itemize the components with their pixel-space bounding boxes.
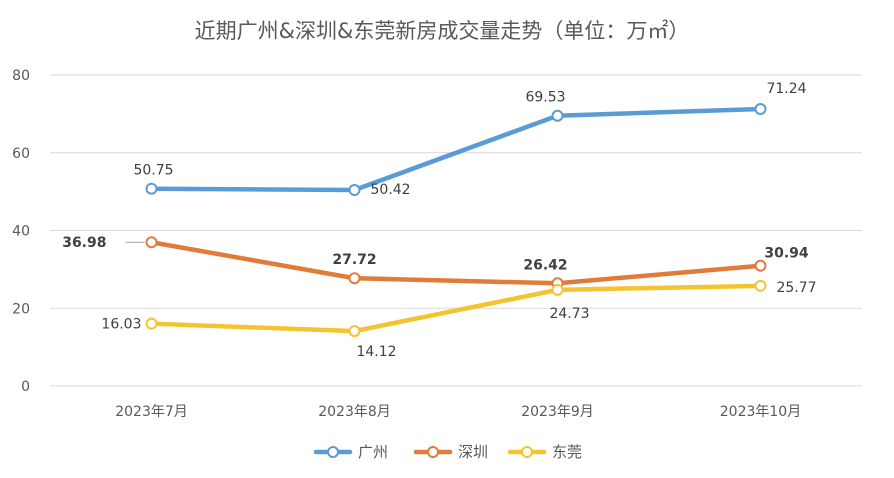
x-tick-label: 2023年8月 <box>318 404 391 420</box>
legend: 广州 深圳 东莞 <box>313 443 582 461</box>
x-tick-label: 2023年7月 <box>115 404 188 420</box>
legend-marker <box>327 446 339 458</box>
x-axis-ticks: 2023年7月 2023年8月 2023年9月 2023年10月 <box>115 404 801 420</box>
data-label: 71.24 <box>766 81 806 97</box>
y-tick-label: 60 <box>12 146 30 162</box>
data-point <box>145 182 158 195</box>
data-label: 25.77 <box>776 280 816 296</box>
data-label: 50.75 <box>133 163 173 179</box>
y-tick-label: 80 <box>12 68 30 84</box>
y-tick-label: 40 <box>12 224 30 240</box>
data-point <box>145 236 158 249</box>
x-tick-label: 2023年9月 <box>521 404 594 420</box>
series-line-0 <box>149 106 763 193</box>
data-label: 69.53 <box>525 90 565 106</box>
legend-marker <box>427 446 439 458</box>
legend-marker <box>521 446 533 458</box>
x-tick-label: 2023年10月 <box>720 404 801 420</box>
data-label: 14.12 <box>356 344 396 360</box>
data-labels: 50.75 50.42 69.53 71.24 36.98 27.72 26.42 30.94… <box>62 81 816 360</box>
data-point <box>348 325 361 338</box>
y-tick-label: 20 <box>12 301 30 317</box>
series-line-1 <box>149 239 763 286</box>
data-point <box>348 183 361 196</box>
series-lines <box>145 103 767 338</box>
chart-title: 近期广州&深圳&东莞新房成交量走势（单位：万㎡） <box>195 19 690 43</box>
data-point <box>348 272 361 285</box>
data-point <box>551 283 564 296</box>
data-label: 36.98 <box>62 235 106 251</box>
legend-label: 深圳 <box>458 443 488 461</box>
data-point <box>145 317 158 330</box>
legend-label: 广州 <box>358 443 388 461</box>
data-label: 27.72 <box>332 252 376 268</box>
data-point <box>754 103 767 116</box>
data-point <box>551 109 564 122</box>
data-label: 24.73 <box>549 306 589 322</box>
data-label: 16.03 <box>101 317 141 333</box>
y-axis-ticks: 0 20 40 60 80 <box>12 68 30 395</box>
data-label: 26.42 <box>523 257 567 273</box>
legend-label: 东莞 <box>552 443 582 461</box>
data-label: 30.94 <box>764 246 809 262</box>
data-label: 50.42 <box>371 182 411 198</box>
series-line-2 <box>149 283 763 334</box>
y-tick-label: 0 <box>21 379 30 395</box>
grid-lines <box>50 74 862 387</box>
data-point <box>754 259 767 272</box>
data-point <box>754 279 767 292</box>
